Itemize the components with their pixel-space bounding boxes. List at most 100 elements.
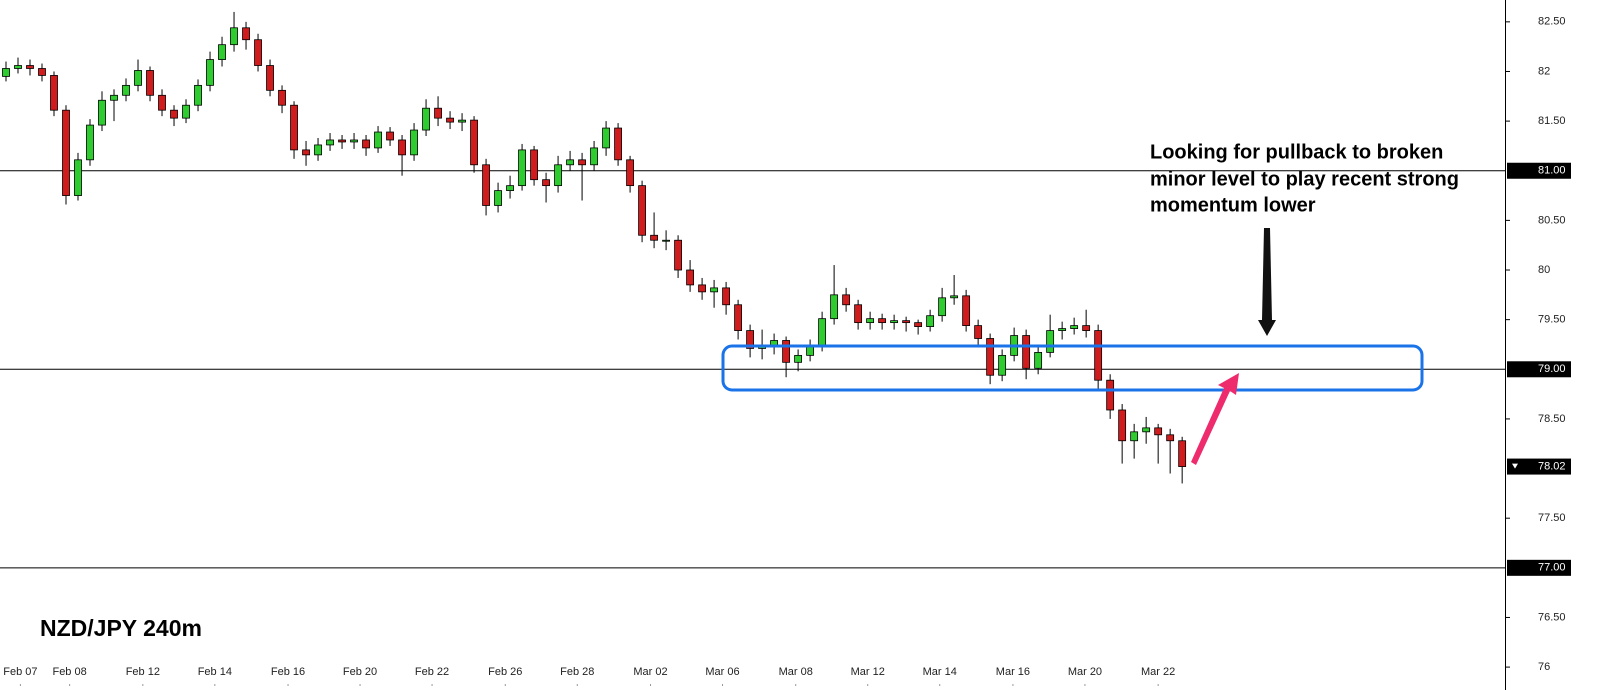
- candle-body: [902, 320, 911, 324]
- candle-body: [26, 65, 34, 69]
- candle-body: [614, 127, 622, 161]
- level-label-box: [1507, 559, 1571, 576]
- candle-body: [518, 149, 526, 187]
- candle-body: [686, 269, 694, 286]
- candle-body: [914, 322, 923, 327]
- level-label: 79.00: [1538, 363, 1566, 375]
- candle-body: [1118, 409, 1127, 442]
- candle-body: [182, 104, 190, 119]
- last-price-label: 78.02: [1538, 460, 1566, 472]
- plot: [0, 11, 1505, 569]
- candle-body: [494, 190, 502, 206]
- candle-body: [218, 44, 226, 60]
- candle-body: [926, 315, 935, 327]
- candle-body: [530, 149, 538, 181]
- level-label: 77.00: [1538, 562, 1566, 574]
- candle-body: [386, 131, 394, 141]
- candle-body: [710, 287, 718, 293]
- candle-body: [794, 354, 803, 363]
- y-tick-label: 80.50: [1538, 214, 1566, 226]
- candle-body: [290, 104, 298, 151]
- y-tick-label: 82: [1538, 65, 1550, 77]
- candle-body: [590, 147, 598, 166]
- y-tick-label: 81.50: [1538, 115, 1566, 127]
- candle-body: [62, 109, 70, 196]
- annotation-line: momentum lower: [1150, 194, 1316, 216]
- y-tick-label: 76: [1538, 661, 1550, 673]
- y-tick-label: 78.50: [1538, 413, 1566, 425]
- candle-body: [74, 159, 82, 196]
- candle-body: [1094, 330, 1103, 381]
- candle-body: [842, 294, 851, 306]
- candle-body: [266, 65, 274, 91]
- candle-body: [602, 127, 610, 149]
- candle-body: [254, 39, 262, 66]
- y-tick-label: 76.50: [1538, 611, 1566, 623]
- candle-body: [650, 234, 658, 241]
- candle-body: [38, 68, 46, 76]
- candle-body: [374, 131, 382, 149]
- candle-body: [470, 119, 478, 166]
- candle-body: [482, 164, 490, 206]
- candle-body: [674, 239, 682, 271]
- candle-body: [422, 107, 430, 131]
- candle-body: [1034, 352, 1043, 369]
- x-tick-label: Mar 22: [1141, 666, 1175, 678]
- level-label-box: [1507, 162, 1571, 179]
- candle-body: [314, 144, 322, 156]
- candle-body: [434, 107, 442, 119]
- annotation-line: Looking for pullback to broken: [1150, 141, 1443, 163]
- candle-body: [866, 318, 875, 324]
- x-tick-label: Feb 26: [488, 666, 522, 678]
- candle-body: [362, 139, 370, 149]
- candle-body: [14, 65, 22, 69]
- level-label: 81.00: [1538, 165, 1566, 177]
- candle-body: [110, 94, 118, 101]
- candle-body: [506, 185, 514, 191]
- candle-body: [1142, 427, 1151, 433]
- candle-body: [890, 320, 899, 324]
- last-price-marker: [1512, 463, 1518, 469]
- candle-body: [2, 68, 10, 77]
- annotation-line: minor level to play recent strong: [1150, 168, 1459, 190]
- x-tick-label: Mar 02: [633, 666, 667, 678]
- candle-body: [962, 295, 971, 327]
- candle-body: [206, 59, 214, 86]
- candle-body: [98, 99, 106, 126]
- chart-title: NZD/JPY 240m: [40, 615, 202, 641]
- candle-body: [1046, 330, 1055, 353]
- x-tick-label: Mar 08: [779, 666, 813, 678]
- candle-body: [878, 318, 887, 324]
- candle-body: [1022, 335, 1031, 369]
- candle-body: [734, 304, 742, 331]
- y-tick-label: 82.50: [1538, 16, 1566, 28]
- candle-body: [1178, 440, 1187, 467]
- candle-body: [554, 164, 562, 187]
- candle-body: [542, 179, 550, 187]
- candle-body: [1154, 427, 1163, 436]
- candle-body: [1106, 379, 1115, 411]
- candle-body: [194, 84, 202, 106]
- x-tick-label: Feb 14: [198, 666, 232, 678]
- candle-body: [986, 338, 995, 376]
- candle-body: [782, 340, 791, 363]
- candle-body: [626, 159, 634, 187]
- x-tick-label: Mar 12: [851, 666, 885, 678]
- x-tick-label: Feb 07: [3, 666, 37, 678]
- candle-body: [278, 89, 286, 106]
- last-price-box: [1507, 458, 1571, 475]
- support-zone: [721, 344, 1424, 392]
- candle-body: [398, 139, 406, 156]
- x-tick-label: Mar 14: [923, 666, 957, 678]
- candle-body: [1166, 434, 1175, 442]
- candle-body: [698, 284, 706, 293]
- candle-body: [830, 294, 839, 320]
- candle-body: [1070, 325, 1079, 329]
- candle-body: [458, 119, 466, 123]
- candle-body: [818, 318, 827, 346]
- candle-body: [938, 297, 947, 317]
- candle-body: [578, 159, 586, 166]
- x-tick-label: Mar 20: [1068, 666, 1102, 678]
- candle-body: [350, 139, 358, 143]
- x-tick-label: Feb 16: [271, 666, 305, 678]
